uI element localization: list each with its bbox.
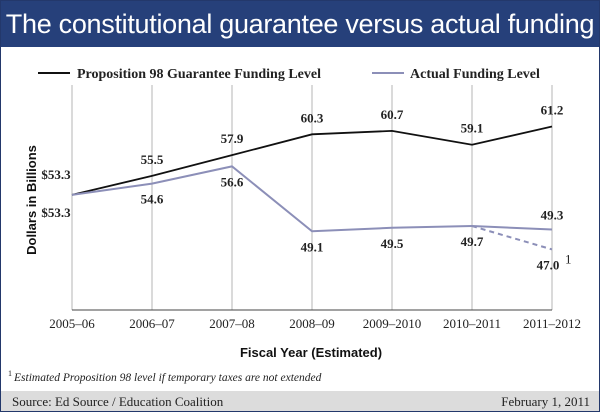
data-label-guarantee: 55.5 bbox=[141, 152, 164, 167]
data-label-estimate-marker: 1 bbox=[565, 251, 572, 266]
gridlines bbox=[71, 85, 553, 310]
data-label-guarantee: $53.3 bbox=[41, 167, 71, 182]
source-text: Source: Ed Source / Education Coalition bbox=[12, 394, 224, 409]
series-lines bbox=[71, 125, 553, 251]
series-line-guarantee bbox=[71, 125, 553, 196]
date-text: February 1, 2011 bbox=[501, 394, 590, 409]
series-line-estimate-dashed bbox=[471, 225, 553, 251]
footnote-text: Estimated Proposition 98 level if tempor… bbox=[14, 372, 322, 384]
x-tick-label: 2008–09 bbox=[289, 316, 335, 331]
data-label-guarantee: 59.1 bbox=[461, 121, 484, 136]
data-label-guarantee: 60.3 bbox=[301, 110, 324, 125]
data-label-actual: 49.7 bbox=[461, 234, 484, 249]
title-bar: The constitutional guarantee versus actu… bbox=[1, 1, 599, 47]
footer-bar bbox=[1, 391, 599, 411]
x-tick-label: 2011–2012 bbox=[523, 316, 581, 331]
x-tick-label: 2010–2011 bbox=[443, 316, 501, 331]
series-line-actual bbox=[71, 165, 473, 233]
x-tick-label: 2009–2010 bbox=[363, 316, 422, 331]
data-label-estimate: 47.0 bbox=[537, 257, 560, 272]
legend: Proposition 98 Guarantee Funding Level A… bbox=[38, 67, 540, 82]
x-tick-labels: 2005–06 2006–07 2007–08 2008–09 2009–2010 201… bbox=[49, 316, 581, 331]
footnote: 1 Estimated Proposition 98 level if tempo… bbox=[8, 369, 321, 384]
data-label-guarantee: 61.2 bbox=[541, 103, 564, 118]
series-segment-actual-last bbox=[471, 225, 553, 231]
data-label-actual: 49.1 bbox=[301, 239, 324, 254]
footnote-marker: 1 bbox=[8, 369, 12, 378]
x-tick-label: 2005–06 bbox=[49, 316, 95, 331]
data-label-actual: $53.3 bbox=[41, 205, 71, 220]
legend-label-guarantee: Proposition 98 Guarantee Funding Level bbox=[77, 67, 321, 82]
data-label-guarantee: 57.9 bbox=[221, 131, 244, 146]
chart-title: The constitutional guarantee versus actu… bbox=[5, 9, 595, 39]
data-labels: $53.3 55.5 57.9 60.3 60.7 59.1 61.2 $53.3 54.6 56… bbox=[41, 103, 571, 273]
x-axis-title: Fiscal Year (Estimated) bbox=[240, 345, 382, 360]
y-axis-title: Dollars in Billions bbox=[24, 145, 39, 255]
data-label-actual: 56.6 bbox=[221, 174, 244, 189]
legend-label-actual: Actual Funding Level bbox=[410, 67, 540, 82]
data-label-actual: 49.3 bbox=[541, 208, 564, 223]
data-label-guarantee: 60.7 bbox=[381, 107, 404, 122]
data-label-actual: 54.6 bbox=[141, 192, 164, 207]
x-tick-label: 2007–08 bbox=[209, 316, 255, 331]
x-tick-label: 2006–07 bbox=[129, 316, 175, 331]
data-label-actual: 49.5 bbox=[381, 236, 404, 251]
